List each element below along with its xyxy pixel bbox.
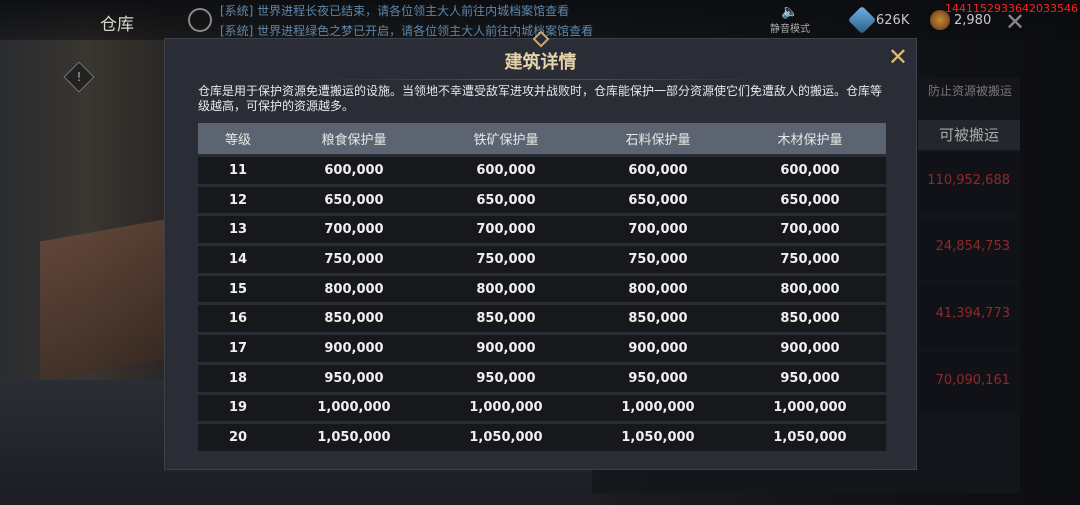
mute-label: 静音模式	[770, 24, 810, 35]
chat-icon[interactable]	[188, 8, 212, 32]
protection-cell: 750,000	[430, 246, 582, 273]
protection-cell: 800,000	[582, 275, 734, 303]
protection-cell: 750,000	[278, 246, 430, 273]
protection-cell: 850,000	[734, 305, 886, 333]
level-cell: 13	[198, 216, 278, 244]
table-row: 19 1,000,000 1,000,000 1,000,000 1,000,000	[198, 394, 886, 422]
modal-title: 建筑详情	[504, 52, 577, 73]
mute-button[interactable]: 🔈 静音模式	[768, 4, 812, 35]
protection-cell: 800,000	[278, 275, 430, 303]
protection-cell: 1,000,000	[430, 394, 582, 422]
protection-cell: 700,000	[582, 216, 734, 244]
protection-cell: 1,050,000	[734, 424, 886, 451]
crossed-swords-icon[interactable]: ✕	[1005, 8, 1026, 36]
protection-cell: 800,000	[430, 275, 582, 303]
level-cell: 16	[198, 305, 278, 333]
column-header: 粮食保护量	[278, 123, 430, 154]
news-line[interactable]: [系统] 世界进程绿色之梦已开启，请各位领主大人前往内城档案馆查看	[220, 24, 594, 38]
building-details-modal: 建筑详情 ✕ 仓库是用于保护资源免遭搬运的设施。当领地不幸遭受敌军进攻并战败时，…	[164, 30, 917, 470]
protection-cell: 950,000	[278, 364, 430, 392]
protection-cell: 700,000	[278, 216, 430, 244]
protection-cell: 750,000	[734, 246, 886, 273]
protection-cell: 950,000	[582, 364, 734, 392]
protection-cell: 600,000	[430, 157, 582, 184]
protection-cell: 600,000	[582, 157, 734, 184]
table-row: 18 950,000 950,000 950,000 950,000	[198, 364, 886, 392]
lootable-value: 110,952,688	[927, 173, 1010, 188]
news-line[interactable]: [系统] 世界进程长夜已结束，请各位领主大人前往内城档案馆查看	[220, 4, 570, 18]
value-cell	[918, 285, 1020, 347]
level-cell: 18	[198, 364, 278, 392]
resource-gems[interactable]: 626K	[847, 5, 910, 35]
level-cell: 20	[198, 424, 278, 451]
protection-cell: 900,000	[278, 335, 430, 362]
column-header: 可被搬运	[918, 120, 1020, 150]
speaker-muted-icon: 🔈	[781, 4, 799, 20]
protection-cell: 1,000,000	[734, 394, 886, 422]
coin-icon	[930, 10, 950, 30]
protection-cell: 850,000	[278, 305, 430, 333]
protection-cell: 600,000	[278, 157, 430, 184]
building-art	[40, 218, 170, 382]
protection-table: 等级 粮食保护量 铁矿保护量 石料保护量 木材保护量 11 600,000 600,000 6…	[198, 120, 886, 454]
top-bar: 仓库 [系统] 世界进程长夜已结束，请各位领主大人前往内城档案馆查看 [系统] …	[0, 0, 1080, 40]
table-row: 15 800,000 800,000 800,000 800,000	[198, 275, 886, 303]
protection-cell: 850,000	[430, 305, 582, 333]
protection-cell: 1,000,000	[582, 394, 734, 422]
coin-count: 2,980	[954, 12, 992, 28]
level-cell: 17	[198, 335, 278, 362]
protection-cell: 900,000	[430, 335, 582, 362]
table-row: 20 1,050,000 1,050,000 1,050,000 1,050,000	[198, 424, 886, 451]
protection-cell: 1,050,000	[430, 424, 582, 451]
table-row: 11 600,000 600,000 600,000 600,000	[198, 157, 886, 184]
protection-cell: 650,000	[734, 186, 886, 214]
level-cell: 19	[198, 394, 278, 422]
protection-cell: 950,000	[734, 364, 886, 392]
protection-cell: 1,050,000	[278, 424, 430, 451]
protection-cell: 850,000	[582, 305, 734, 333]
gem-icon	[847, 5, 877, 35]
value-cell	[918, 352, 1020, 414]
level-cell: 12	[198, 186, 278, 214]
table-row: 16 850,000 850,000 850,000 850,000	[198, 305, 886, 333]
protection-cell: 650,000	[582, 186, 734, 214]
lootable-value: 24,854,753	[935, 239, 1010, 254]
user-id: 1441152933642033546	[945, 2, 1078, 15]
protection-cell: 900,000	[582, 335, 734, 362]
level-cell: 15	[198, 275, 278, 303]
divider	[315, 79, 766, 80]
protection-cell: 700,000	[734, 216, 886, 244]
column-header: 等级	[198, 123, 278, 154]
protection-cell: 700,000	[430, 216, 582, 244]
value-cell	[918, 152, 1020, 214]
table-row: 17 900,000 900,000 900,000 900,000	[198, 335, 886, 362]
table-row: 13 700,000 700,000 700,000 700,000	[198, 216, 886, 244]
column-header: 铁矿保护量	[430, 123, 582, 154]
table-row: 12 650,000 650,000 650,000 650,000	[198, 186, 886, 214]
resource-coins[interactable]: 2,980	[930, 10, 991, 30]
page-title: 仓库	[100, 15, 134, 35]
protection-cell: 750,000	[582, 246, 734, 273]
column-header: 石料保护量	[582, 123, 734, 154]
close-icon[interactable]: ✕	[887, 43, 908, 71]
description: 仓库是用于保护资源免遭搬运的设施。当领地不幸遭受敌军进攻并战败时，仓库能保护一部…	[198, 84, 883, 113]
protection-cell: 900,000	[734, 335, 886, 362]
protection-cell: 1,050,000	[582, 424, 734, 451]
level-cell: 11	[198, 157, 278, 184]
panel-heading: 防止资源被搬运	[927, 84, 1012, 98]
level-cell: 14	[198, 246, 278, 273]
lootable-value: 70,090,161	[935, 373, 1010, 388]
protection-cell: 800,000	[734, 275, 886, 303]
protection-cell: 950,000	[430, 364, 582, 392]
protection-cell: 600,000	[734, 157, 886, 184]
protection-cell: 650,000	[430, 186, 582, 214]
column-header: 木材保护量	[734, 123, 886, 154]
value-cell	[918, 218, 1020, 280]
table-row: 14 750,000 750,000 750,000 750,000	[198, 246, 886, 273]
protection-cell: 650,000	[278, 186, 430, 214]
gem-count: 626K	[876, 12, 910, 28]
protection-cell: 1,000,000	[278, 394, 430, 422]
lootable-value: 41,394,773	[935, 306, 1010, 321]
